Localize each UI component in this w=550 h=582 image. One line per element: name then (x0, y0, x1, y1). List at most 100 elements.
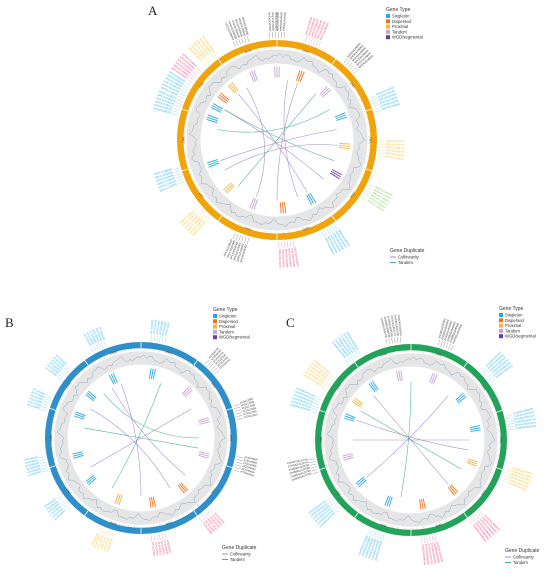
gene-type-tick (249, 197, 255, 209)
ring-tick (170, 520, 172, 522)
gene-spoke (309, 461, 316, 463)
gene-label: NPEX1210B000 (158, 179, 178, 190)
ring-tick (222, 470, 224, 472)
gene-spoke (64, 367, 69, 373)
gene-label: Zm00001d060200 (515, 420, 537, 427)
gene-type-tick (116, 494, 121, 505)
gene-type-tick (198, 417, 209, 422)
ring-tick (356, 93, 358, 95)
duplication-link-collinearity (356, 419, 469, 451)
gene-spoke (370, 95, 376, 99)
gene-spoke (173, 107, 180, 110)
gene-type-tick (319, 86, 328, 95)
gene-label-group: NPEX0320B200NPEX0320B200NPEX0320B200NPEX… (304, 16, 330, 47)
gene-spoke (208, 508, 214, 513)
gene-spoke (198, 517, 203, 523)
ring-tick (222, 213, 224, 216)
ring-tick (239, 223, 240, 226)
legend-swatch-singleton (386, 14, 390, 18)
gene-spoke (195, 206, 201, 211)
gene-type-legend-c: Gene Type SingletonDispersedProximalTand… (499, 306, 536, 339)
duplication-link-tandem (111, 383, 162, 489)
gene-spoke (247, 36, 250, 42)
gene-label-group: NPEX0810B500NPEX0810B500NPEX0810B500NPEX… (321, 224, 351, 256)
panel-b: B AT1G10000AT1G10000AT1G10000AT1G10000AT… (5, 307, 259, 562)
ring-tick (110, 520, 112, 522)
gene-spoke (247, 238, 250, 244)
gene-spoke (312, 405, 319, 408)
ring-tick (344, 77, 347, 79)
gene-label-group: AT1G10000AT1G10000AT1G10000AT1G10000AT1G… (27, 387, 52, 412)
gene-spoke (506, 414, 512, 417)
legend-swatch-tandem (213, 329, 217, 334)
gene-type-tick (212, 103, 223, 110)
gene-spoke (501, 477, 508, 480)
gene-label: Zm00001d030700 (383, 316, 392, 338)
ring-tick (193, 180, 195, 181)
ring-tick (359, 99, 361, 100)
gene-spoke (379, 533, 382, 540)
gene-spoke (237, 418, 244, 420)
gene-label: NPEX1010B300 (232, 241, 242, 261)
gene-label-group: Zm00001d030700Zm00001d030700Zm00001d0307… (380, 314, 403, 345)
gene-label: NPEX0230B500 (231, 19, 242, 39)
gene-type-tick (368, 383, 376, 393)
ring-tick (344, 201, 347, 203)
gene-type-tick (253, 199, 258, 210)
gene-spoke (244, 237, 247, 243)
gene-type-tick (206, 116, 218, 122)
legend-swatch-dispersed (213, 319, 217, 324)
gene-spoke (56, 376, 62, 381)
gene-label: AT3G45600 (241, 467, 256, 475)
gene-spoke (235, 409, 242, 412)
gene-label: Zm00001d030700 (393, 315, 400, 337)
gene-spoke (507, 420, 514, 422)
ring-tick (308, 225, 309, 228)
chromosome-gap (193, 510, 198, 517)
ring-tick (476, 498, 478, 500)
gene-label: NPEX1010B300 (235, 242, 245, 262)
gene-label: AT5G10100 (102, 537, 110, 552)
gene-label: AT4G34500 (165, 539, 172, 554)
gene-spoke (156, 335, 158, 342)
gene-label: NPEX0310A500 (267, 12, 272, 32)
gene-label-group: NPEX0710B100NPEX0710B100NPEX0710B100NPEX… (361, 184, 394, 213)
ring-tick (203, 82, 205, 84)
ring-tick (492, 472, 494, 474)
gene-spoke (472, 515, 477, 521)
gene-label: AT5G10100 (105, 538, 113, 553)
ring-tick (325, 217, 327, 219)
gene-label: Zm00001d090300 (424, 544, 431, 566)
ring-tick (70, 491, 72, 494)
gene-label: AT1G10000 (27, 402, 42, 410)
gene-label: NPEX0910A800 (293, 247, 300, 267)
gene-spoke (42, 403, 49, 406)
gene-label: AT5G10100 (99, 536, 107, 551)
gene-type-tick (183, 387, 192, 396)
legend-label: Collinearity (513, 555, 535, 560)
gene-type-tick (152, 368, 156, 380)
chromosome-gap (354, 512, 359, 519)
chromosome-label: Chr9 (335, 383, 342, 390)
gene-spoke (343, 58, 348, 64)
gene-label: Zm00001d010100 (294, 389, 316, 401)
chromosome-label: Chr2 (210, 382, 217, 389)
chromosome-gap (354, 361, 359, 368)
gene-spoke (328, 499, 334, 504)
ring-tick (369, 361, 370, 363)
gene-label: AT5G10100 (96, 535, 105, 550)
gene-type-tick (253, 70, 258, 81)
legend-label: Dispersed (505, 318, 525, 323)
circos-plot-c: Zm00001d010100Zm00001d010100Zm00001d0101… (287, 314, 537, 566)
chromosome-gap (49, 407, 56, 411)
gene-label: AT3G45600 (242, 464, 257, 472)
gene-type-tick (198, 419, 210, 423)
ring-tick (212, 205, 214, 207)
gene-spoke (93, 345, 97, 352)
gene-type-tick (251, 70, 257, 82)
gene-spoke (98, 527, 102, 534)
gene-label: Zm00001d120700 (289, 466, 311, 476)
gene-spoke (508, 426, 515, 428)
gene-spoke (434, 535, 437, 541)
